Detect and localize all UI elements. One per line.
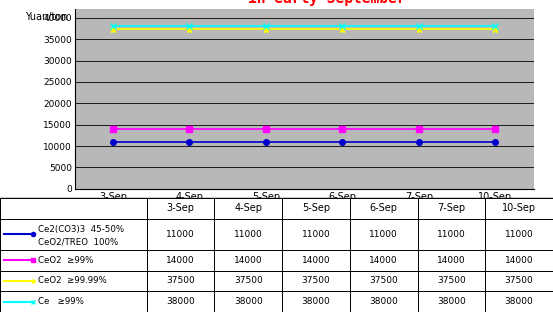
Text: 38000: 38000 xyxy=(369,297,398,306)
Bar xyxy=(282,198,350,219)
Text: Yuan/ton: Yuan/ton xyxy=(25,12,67,22)
Text: 38000: 38000 xyxy=(505,297,534,306)
Bar xyxy=(486,271,553,291)
Bar xyxy=(214,291,282,312)
Text: 3-Sep: 3-Sep xyxy=(166,203,195,213)
Bar xyxy=(147,250,215,271)
Text: 14000: 14000 xyxy=(234,256,263,265)
Text: 11000: 11000 xyxy=(437,230,466,239)
Bar xyxy=(282,219,350,250)
Text: 37500: 37500 xyxy=(369,276,398,285)
Bar xyxy=(214,219,282,250)
Bar xyxy=(350,198,418,219)
Text: 38000: 38000 xyxy=(166,297,195,306)
Text: 38000: 38000 xyxy=(301,297,330,306)
Bar xyxy=(350,271,418,291)
Bar xyxy=(147,219,215,250)
Text: 14000: 14000 xyxy=(369,256,398,265)
Text: 11000: 11000 xyxy=(166,230,195,239)
Text: 5-Sep: 5-Sep xyxy=(302,203,330,213)
Text: 38000: 38000 xyxy=(234,297,263,306)
Bar xyxy=(418,198,485,219)
Bar xyxy=(147,198,215,219)
Bar xyxy=(350,250,418,271)
Bar xyxy=(0,219,147,250)
Bar xyxy=(214,271,282,291)
Bar xyxy=(214,250,282,271)
Text: 37500: 37500 xyxy=(166,276,195,285)
Text: CeO2  ≥99%: CeO2 ≥99% xyxy=(38,256,93,265)
Text: 11000: 11000 xyxy=(301,230,330,239)
Bar xyxy=(418,291,485,312)
Text: 11000: 11000 xyxy=(369,230,398,239)
Text: 14000: 14000 xyxy=(301,256,330,265)
Text: Ce2(CO3)3  45-50%: Ce2(CO3)3 45-50% xyxy=(38,225,124,234)
Bar xyxy=(147,271,215,291)
Text: CeO2/TREO  100%: CeO2/TREO 100% xyxy=(38,238,118,247)
Bar xyxy=(418,271,485,291)
Bar xyxy=(282,291,350,312)
Bar xyxy=(282,250,350,271)
Bar xyxy=(214,198,282,219)
Text: 7-Sep: 7-Sep xyxy=(437,203,466,213)
Bar xyxy=(486,198,553,219)
Text: in early September: in early September xyxy=(248,0,406,6)
Bar xyxy=(0,250,147,271)
Text: 37500: 37500 xyxy=(505,276,534,285)
Bar xyxy=(486,250,553,271)
Bar xyxy=(147,291,215,312)
Text: 14000: 14000 xyxy=(437,256,466,265)
Text: 6-Sep: 6-Sep xyxy=(369,203,398,213)
Text: 14000: 14000 xyxy=(505,256,534,265)
Text: 37500: 37500 xyxy=(437,276,466,285)
Bar xyxy=(418,219,485,250)
Bar xyxy=(0,291,147,312)
Text: 10-Sep: 10-Sep xyxy=(502,203,536,213)
Text: 37500: 37500 xyxy=(234,276,263,285)
Text: 38000: 38000 xyxy=(437,297,466,306)
Text: 11000: 11000 xyxy=(234,230,263,239)
Bar xyxy=(350,219,418,250)
Bar xyxy=(418,250,485,271)
Bar xyxy=(486,219,553,250)
Text: 4-Sep: 4-Sep xyxy=(234,203,262,213)
FancyBboxPatch shape xyxy=(0,198,553,312)
Text: Ce   ≥99%: Ce ≥99% xyxy=(38,297,84,306)
Bar xyxy=(486,291,553,312)
Bar xyxy=(0,198,147,219)
Text: 14000: 14000 xyxy=(166,256,195,265)
Text: CeO2  ≥99.99%: CeO2 ≥99.99% xyxy=(38,276,106,285)
Bar xyxy=(0,271,147,291)
Text: 11000: 11000 xyxy=(505,230,534,239)
Text: 37500: 37500 xyxy=(301,276,330,285)
Text: Date: Date xyxy=(538,205,553,215)
Bar xyxy=(282,271,350,291)
Bar xyxy=(350,291,418,312)
